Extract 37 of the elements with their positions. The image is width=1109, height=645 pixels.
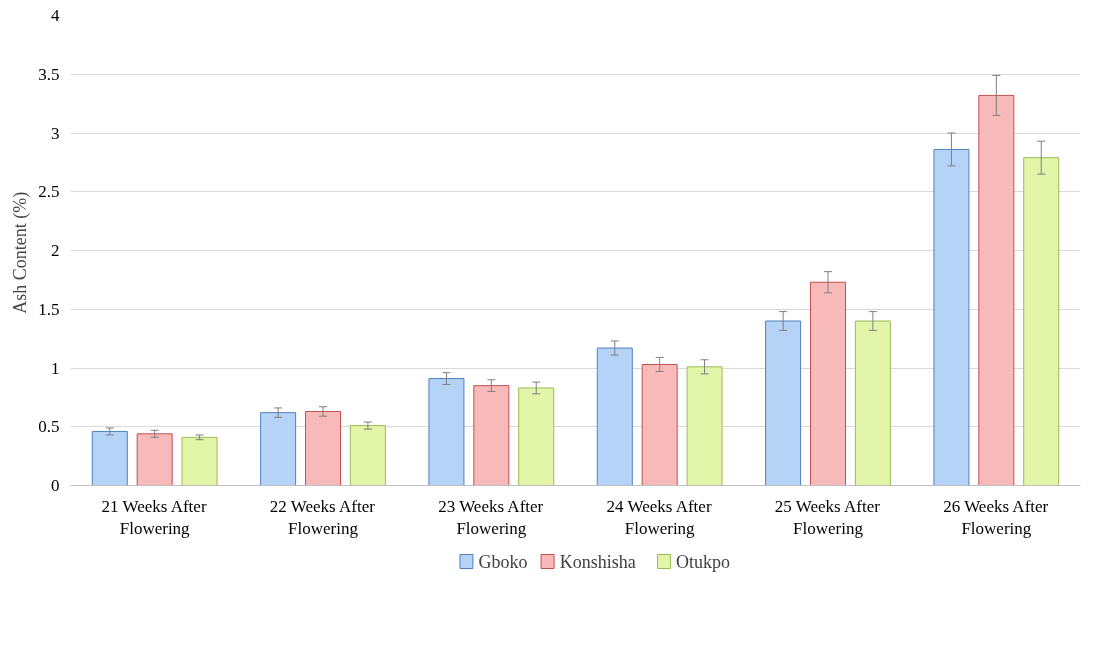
bar	[181, 436, 218, 486]
x-tick-label: 23 Weeks After Flowering	[438, 496, 544, 539]
legend-label: Gboko	[478, 551, 528, 572]
bar	[473, 385, 510, 486]
bar	[136, 433, 173, 486]
y-tick-label: 2.5	[38, 182, 60, 202]
legend-label: Otukpo	[676, 551, 731, 572]
y-tick-label: 0	[51, 476, 60, 495]
y-tick-label: 1	[51, 358, 60, 378]
bar	[765, 320, 802, 486]
bar	[854, 320, 891, 486]
bar	[978, 94, 1015, 486]
x-tick-label: 25 Weeks After Flowering	[774, 496, 881, 539]
bar	[809, 281, 847, 486]
bar	[349, 425, 386, 486]
y-axis-title: Ash Content (%)	[10, 191, 32, 314]
x-tick-label: 26 Weeks After Flowering	[943, 496, 1049, 539]
legend-label: Konshisha	[559, 551, 636, 572]
x-tick-label: 21 Weeks After Flowering	[101, 496, 207, 539]
x-tick-label: 22 Weeks After Flowering	[269, 496, 376, 539]
bar	[428, 378, 465, 486]
y-tick-label: 3.5	[38, 64, 60, 84]
bar	[641, 363, 678, 486]
bar	[260, 412, 297, 486]
y-tick-label: 0.5	[38, 417, 60, 437]
bar	[91, 430, 128, 486]
bar	[518, 387, 555, 486]
bar	[596, 347, 633, 486]
y-tick-label: 3	[51, 123, 60, 143]
x-tick-label: 24 Weeks After Flowering	[606, 496, 712, 539]
bar	[933, 148, 970, 486]
bar	[1023, 157, 1060, 486]
y-tick-label: 1.5	[38, 299, 60, 319]
bar	[686, 366, 723, 486]
bar	[304, 410, 342, 486]
y-tick-label: 2	[51, 241, 60, 260]
y-tick-label: 4	[51, 6, 60, 25]
